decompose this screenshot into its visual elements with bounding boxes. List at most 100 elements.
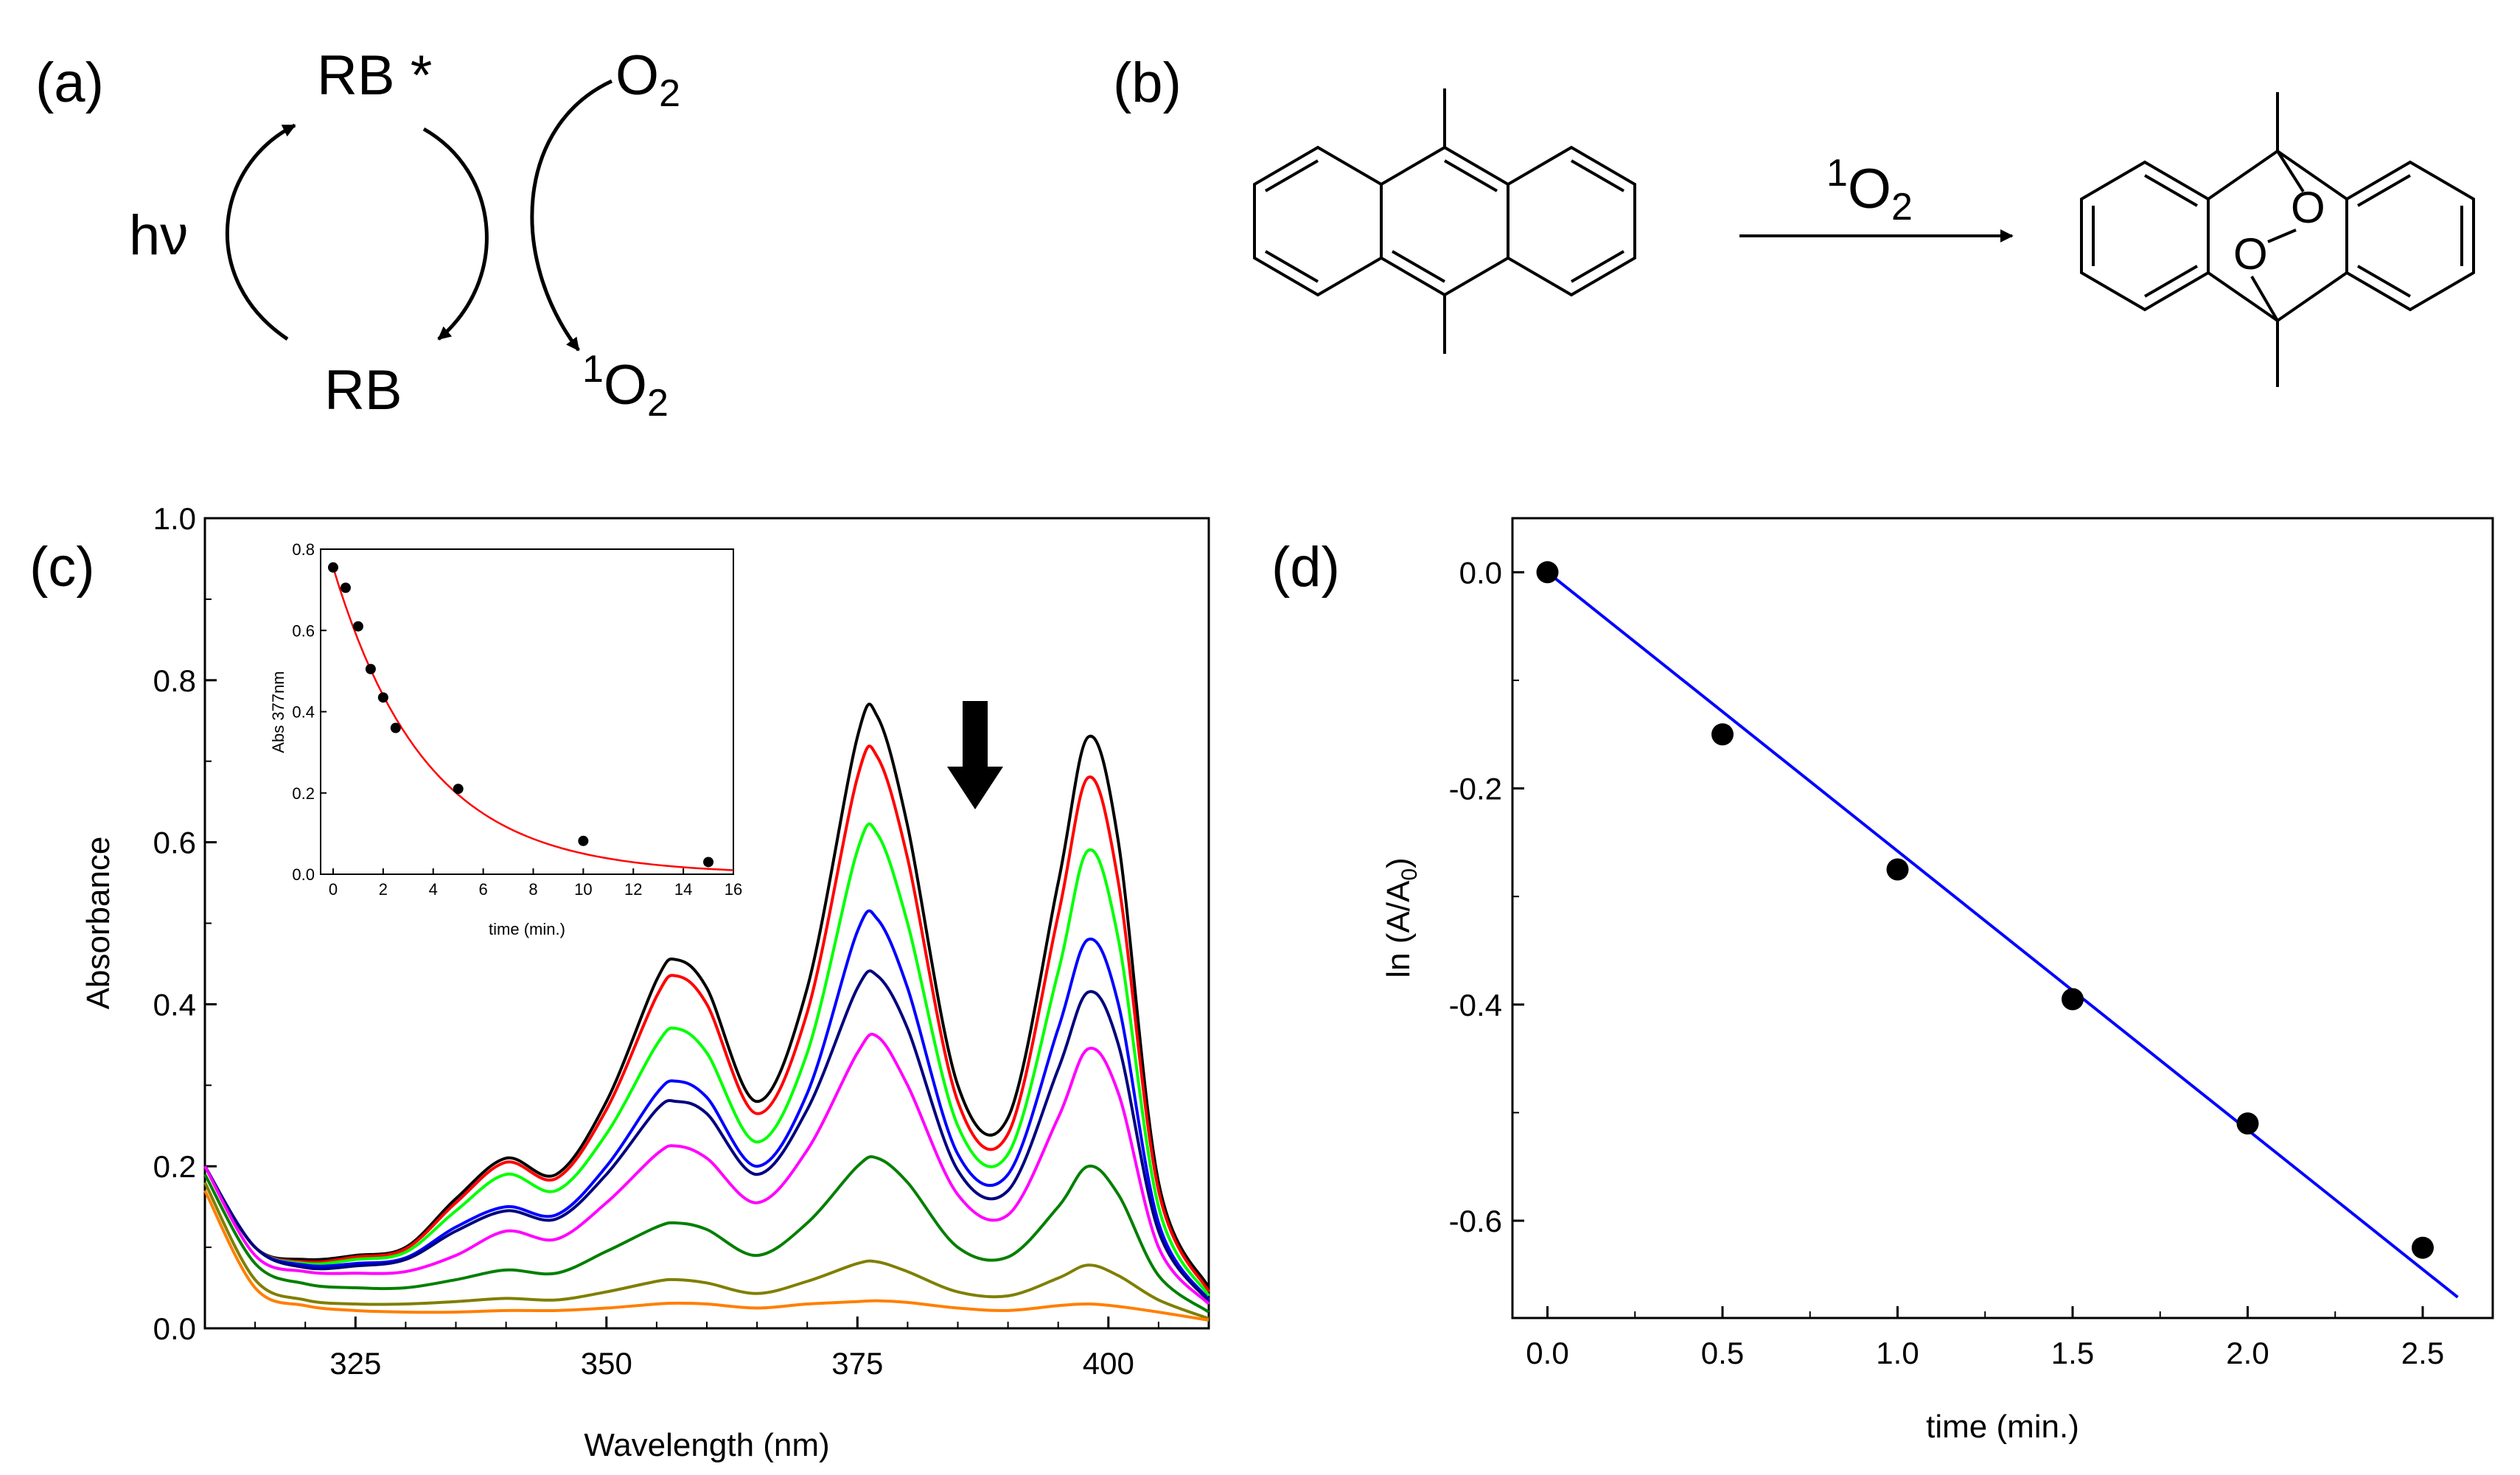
d-y-tick-label: -0.6 bbox=[1449, 1204, 1502, 1238]
inset-data-point bbox=[352, 621, 363, 632]
d-x-tick-label: 0.5 bbox=[1701, 1336, 1744, 1370]
reagent-base: O bbox=[1848, 158, 1891, 220]
singlet-o2-label: 1O2 bbox=[582, 348, 669, 425]
inset-frame bbox=[320, 548, 734, 875]
d-plot-frame bbox=[1511, 517, 2494, 1319]
d-data-point bbox=[2062, 988, 2084, 1011]
reagent-sup: 1 bbox=[1826, 152, 1848, 195]
inset-y-tick-label: 0.4 bbox=[292, 703, 315, 722]
d-ylabel-sub: 0 bbox=[1397, 868, 1422, 881]
spectrum-line-t7 bbox=[203, 1182, 1210, 1320]
spectrum-line-t2 bbox=[203, 822, 1210, 1297]
inset-series-group bbox=[327, 562, 734, 871]
d-ylabel-end: ) bbox=[1381, 857, 1417, 868]
spectrum-line-t4 bbox=[203, 969, 1210, 1303]
d-data-point bbox=[2412, 1236, 2434, 1259]
d-fit-line bbox=[1546, 571, 2459, 1299]
c-y-tick-label: 0.8 bbox=[153, 663, 196, 698]
d-data-point bbox=[1711, 723, 1734, 746]
inset-data-point bbox=[340, 582, 351, 593]
d-series-group bbox=[1536, 561, 2459, 1299]
spectrum-line-t8 bbox=[203, 1190, 1210, 1322]
d-data-point bbox=[2236, 1112, 2259, 1135]
d-y-axis-label: ln (A/A0) bbox=[1381, 857, 1422, 977]
spectrum-line-t6 bbox=[203, 1155, 1210, 1314]
d-data-point bbox=[1886, 858, 1909, 881]
inset-data-point bbox=[390, 722, 401, 733]
inset-x-tick-label: 4 bbox=[429, 880, 438, 899]
inset-x-tick-label: 8 bbox=[528, 880, 537, 899]
panel-a-label: (a) bbox=[35, 52, 104, 114]
peroxide-oxygen-1: O bbox=[2291, 183, 2325, 232]
relaxation-arc-arrow bbox=[422, 127, 489, 341]
inset-y-tick-label: 0.0 bbox=[292, 865, 315, 884]
inset-data-point bbox=[327, 562, 338, 573]
inset-x-tick-label: 2 bbox=[379, 880, 388, 899]
d-y-tick-label: -0.4 bbox=[1449, 988, 1502, 1022]
o2-base: O bbox=[615, 44, 659, 107]
panel-b-label: (b) bbox=[1113, 52, 1182, 114]
inset-y-tick-label: 0.8 bbox=[292, 540, 315, 559]
inset-x-tick-label: 16 bbox=[725, 880, 742, 899]
o2-label: O2 bbox=[615, 44, 680, 115]
spectrum-line-t5 bbox=[203, 1033, 1210, 1305]
rb-label: RB bbox=[324, 359, 402, 422]
panel-c-label: (c) bbox=[29, 536, 95, 599]
dimethylanthracene-structure bbox=[1253, 88, 1636, 354]
o2-sub: 2 bbox=[659, 72, 680, 115]
excitation-arc-arrow bbox=[225, 123, 296, 341]
c-x-axis-label: Wavelength (nm) bbox=[584, 1427, 829, 1463]
singlet-o2-sub: 2 bbox=[647, 382, 669, 425]
c-y-tick-label: 1.0 bbox=[153, 501, 196, 536]
d-x-tick-label: 1.0 bbox=[1876, 1336, 1919, 1370]
d-x-axis-label: time (min.) bbox=[1926, 1409, 2079, 1445]
c-y-tick-label: 0.4 bbox=[153, 987, 196, 1022]
d-ylabel-main: ln (A/A bbox=[1381, 880, 1417, 978]
c-y-tick-label: 0.0 bbox=[153, 1311, 196, 1346]
inset-x-tick-label: 0 bbox=[329, 880, 338, 899]
inset-x-tick-label: 10 bbox=[574, 880, 592, 899]
inset-y-tick-label: 0.6 bbox=[292, 621, 315, 640]
d-x-tick-label: 1.5 bbox=[2051, 1336, 2094, 1370]
hv-label: hν bbox=[129, 204, 188, 267]
c-x-tick-label: 400 bbox=[1083, 1346, 1134, 1381]
rb-star-label: RB * bbox=[317, 44, 432, 107]
c-series-group bbox=[203, 702, 1210, 1322]
inset-data-point bbox=[703, 857, 714, 868]
reagent-sub: 2 bbox=[1891, 186, 1913, 229]
c-y-tick-label: 0.2 bbox=[153, 1149, 196, 1184]
endoperoxide-structure bbox=[2080, 92, 2475, 387]
singlet-o2-sup: 1 bbox=[582, 348, 604, 391]
inset-x-tick-label: 6 bbox=[478, 880, 487, 899]
spectrum-line-t1 bbox=[203, 745, 1210, 1293]
inset-tick-group: 0 2 4 6 8 10 12 14 16 0.0 0.2 0.4 0.6 0.8 bbox=[292, 540, 742, 899]
panel-d-label: (d) bbox=[1271, 536, 1340, 599]
inset-x-tick-label: 14 bbox=[674, 880, 692, 899]
panel-d: (d) 0.0 0.5 1.0 1.5 2.0 2.5 0.0 -0.2 -0.4 -0.6 ti… bbox=[1271, 517, 2494, 1445]
inset-y-axis-label: Abs 377nm bbox=[269, 671, 287, 753]
oxygen-arc-arrow bbox=[530, 79, 613, 352]
d-x-tick-label: 2.5 bbox=[2401, 1336, 2444, 1370]
inset-fit-curve bbox=[332, 567, 734, 871]
spectrum-line-t3 bbox=[203, 909, 1210, 1301]
inset-x-axis-label: time (min.) bbox=[489, 920, 565, 938]
peroxide-oxygen-2: O bbox=[2233, 229, 2268, 279]
panel-c: (c) 325 350 375 400 0.0 0.2 0.4 0.6 0.8 1.0 Wavel… bbox=[29, 501, 1210, 1463]
c-tick-group: 325 350 375 400 0.0 0.2 0.4 0.6 0.8 1.0 bbox=[153, 501, 1159, 1381]
c-y-axis-label: Absorbance bbox=[80, 837, 116, 1010]
inset-data-point bbox=[365, 663, 376, 674]
d-y-tick-label: -0.2 bbox=[1449, 772, 1502, 806]
d-tick-group: 0.0 0.5 1.0 1.5 2.0 2.5 0.0 -0.2 -0.4 -0.6 bbox=[1449, 555, 2445, 1370]
d-data-point bbox=[1536, 561, 1559, 584]
decrease-arrow-icon bbox=[947, 701, 1003, 809]
d-y-tick-label: 0.0 bbox=[1459, 555, 1502, 590]
c-x-tick-label: 375 bbox=[831, 1346, 883, 1381]
singlet-o2-base: O bbox=[604, 354, 647, 416]
reagent-singlet-o2: 1O2 bbox=[1826, 152, 1913, 229]
d-x-tick-label: 0.0 bbox=[1526, 1336, 1568, 1370]
c-x-tick-label: 325 bbox=[329, 1346, 381, 1381]
d-x-tick-label: 2.0 bbox=[2226, 1336, 2269, 1370]
inset-data-point bbox=[578, 835, 589, 846]
inset-x-tick-label: 12 bbox=[624, 880, 642, 899]
